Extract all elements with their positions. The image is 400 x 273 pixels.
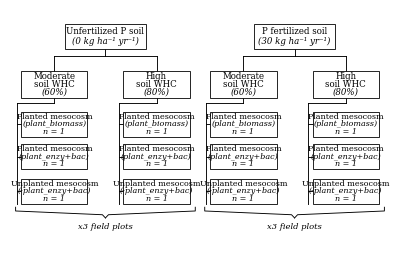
Text: (plant_biomass): (plant_biomass) bbox=[212, 120, 276, 129]
Text: High: High bbox=[335, 72, 356, 81]
Text: soil WHC: soil WHC bbox=[34, 80, 75, 89]
Text: Unplanted mesocosm: Unplanted mesocosm bbox=[200, 180, 287, 188]
FancyBboxPatch shape bbox=[210, 144, 276, 169]
FancyBboxPatch shape bbox=[124, 179, 190, 204]
FancyBboxPatch shape bbox=[312, 144, 379, 169]
Text: (30 kg ha⁻¹ yr⁻¹): (30 kg ha⁻¹ yr⁻¹) bbox=[258, 37, 331, 46]
Text: soil WHC: soil WHC bbox=[223, 80, 264, 89]
Text: Moderate: Moderate bbox=[222, 72, 264, 81]
FancyBboxPatch shape bbox=[65, 23, 146, 49]
FancyBboxPatch shape bbox=[210, 71, 276, 98]
Text: (-plant_enzy+bac): (-plant_enzy+bac) bbox=[120, 187, 193, 195]
Text: (plant_biomass): (plant_biomass) bbox=[124, 120, 188, 129]
Text: (80%): (80%) bbox=[333, 87, 359, 96]
Text: (plant_enzy+bac): (plant_enzy+bac) bbox=[208, 153, 279, 161]
FancyBboxPatch shape bbox=[124, 144, 190, 169]
Text: Unplanted mesocosm: Unplanted mesocosm bbox=[302, 180, 389, 188]
Text: n = 1: n = 1 bbox=[43, 128, 65, 136]
FancyBboxPatch shape bbox=[21, 112, 88, 137]
Text: Unfertilized P soil: Unfertilized P soil bbox=[66, 27, 144, 36]
FancyBboxPatch shape bbox=[312, 112, 379, 137]
Text: x3 field plots: x3 field plots bbox=[267, 223, 322, 231]
FancyBboxPatch shape bbox=[210, 112, 276, 137]
FancyBboxPatch shape bbox=[124, 112, 190, 137]
FancyBboxPatch shape bbox=[124, 71, 190, 98]
Text: Planted mesocosm: Planted mesocosm bbox=[308, 113, 384, 121]
Text: (60%): (60%) bbox=[41, 87, 67, 96]
FancyBboxPatch shape bbox=[21, 71, 88, 98]
Text: n = 1: n = 1 bbox=[232, 195, 254, 203]
Text: n = 1: n = 1 bbox=[43, 195, 65, 203]
FancyBboxPatch shape bbox=[254, 23, 335, 49]
Text: (80%): (80%) bbox=[144, 87, 170, 96]
Text: n = 1: n = 1 bbox=[232, 128, 254, 136]
Text: High: High bbox=[146, 72, 167, 81]
Text: n = 1: n = 1 bbox=[146, 160, 168, 168]
Text: Planted mesocosm: Planted mesocosm bbox=[16, 113, 92, 121]
Text: n = 1: n = 1 bbox=[43, 160, 65, 168]
Text: Planted mesocosm: Planted mesocosm bbox=[16, 145, 92, 153]
Text: Unplanted mesocosm: Unplanted mesocosm bbox=[11, 180, 98, 188]
Text: Planted mesocosm: Planted mesocosm bbox=[119, 145, 194, 153]
Text: (0 kg ha⁻¹ yr⁻¹): (0 kg ha⁻¹ yr⁻¹) bbox=[72, 37, 139, 46]
Text: x3 field plots: x3 field plots bbox=[78, 223, 133, 231]
Text: (60%): (60%) bbox=[230, 87, 256, 96]
FancyBboxPatch shape bbox=[210, 179, 276, 204]
Text: n = 1: n = 1 bbox=[146, 128, 168, 136]
Text: Moderate: Moderate bbox=[33, 72, 76, 81]
FancyBboxPatch shape bbox=[312, 71, 379, 98]
Text: n = 1: n = 1 bbox=[146, 195, 168, 203]
Text: n = 1: n = 1 bbox=[335, 195, 357, 203]
Text: (plant_enzy+bac): (plant_enzy+bac) bbox=[310, 153, 381, 161]
Text: Planted mesocosm: Planted mesocosm bbox=[206, 145, 281, 153]
Text: n = 1: n = 1 bbox=[335, 160, 357, 168]
FancyBboxPatch shape bbox=[312, 179, 379, 204]
Text: Planted mesocosm: Planted mesocosm bbox=[308, 145, 384, 153]
Text: (-plant_enzy+bac): (-plant_enzy+bac) bbox=[18, 187, 91, 195]
Text: (plant_enzy+bac): (plant_enzy+bac) bbox=[19, 153, 90, 161]
Text: (plant_biomass): (plant_biomass) bbox=[22, 120, 86, 129]
Text: soil WHC: soil WHC bbox=[325, 80, 366, 89]
Text: n = 1: n = 1 bbox=[335, 128, 357, 136]
Text: (-plant_enzy+bac): (-plant_enzy+bac) bbox=[309, 187, 382, 195]
Text: P fertilized soil: P fertilized soil bbox=[262, 27, 327, 36]
FancyBboxPatch shape bbox=[21, 144, 88, 169]
Text: (-plant_enzy+bac): (-plant_enzy+bac) bbox=[207, 187, 280, 195]
Text: Planted mesocosm: Planted mesocosm bbox=[206, 113, 281, 121]
Text: soil WHC: soil WHC bbox=[136, 80, 177, 89]
Text: Unplanted mesocosm: Unplanted mesocosm bbox=[113, 180, 200, 188]
Text: (plant_biomass): (plant_biomass) bbox=[314, 120, 378, 129]
Text: Planted mesocosm: Planted mesocosm bbox=[119, 113, 194, 121]
Text: (plant_enzy+bac): (plant_enzy+bac) bbox=[121, 153, 192, 161]
FancyBboxPatch shape bbox=[21, 179, 88, 204]
Text: n = 1: n = 1 bbox=[232, 160, 254, 168]
